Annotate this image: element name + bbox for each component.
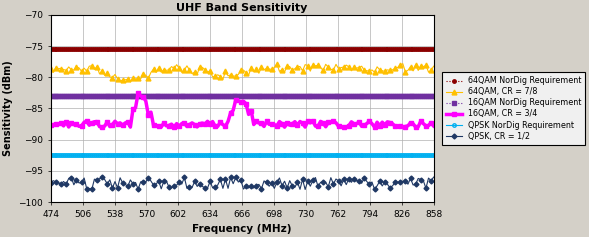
64QAM, CR = 7/8 bbox=[366, 70, 373, 73]
16QAM, CR = 3/4 bbox=[250, 123, 257, 126]
QPSK NorDig Requirement bbox=[47, 154, 54, 157]
QPSK NorDig Requirement bbox=[118, 154, 125, 157]
64QAM NorDig Requirement bbox=[70, 48, 77, 51]
16QAM, CR = 3/4 bbox=[281, 126, 288, 129]
Line: QPSK NorDig Requirement: QPSK NorDig Requirement bbox=[49, 154, 435, 157]
QPSK, CR = 1/2 bbox=[247, 184, 254, 187]
QPSK, CR = 1/2 bbox=[302, 188, 309, 191]
16QAM, CR = 3/4 bbox=[317, 120, 324, 123]
16QAM NorDig Requirement bbox=[47, 95, 54, 97]
16QAM NorDig Requirement bbox=[70, 95, 77, 97]
QPSK NorDig Requirement bbox=[62, 154, 70, 157]
64QAM NorDig Requirement bbox=[62, 48, 70, 51]
16QAM NorDig Requirement bbox=[430, 95, 437, 97]
64QAM, CR = 7/8 bbox=[430, 65, 437, 68]
QPSK, CR = 1/2 bbox=[199, 185, 206, 188]
64QAM, CR = 7/8 bbox=[127, 80, 134, 83]
16QAM NorDig Requirement bbox=[149, 95, 156, 97]
QPSK, CR = 1/2 bbox=[366, 183, 373, 186]
Legend: 64QAM NorDig Requirement, 64QAM, CR = 7/8, 16QAM NorDig Requirement, 16QAM, CR =: 64QAM NorDig Requirement, 64QAM, CR = 7/… bbox=[442, 73, 585, 145]
X-axis label: Frequency (MHz): Frequency (MHz) bbox=[193, 224, 292, 234]
QPSK, CR = 1/2 bbox=[430, 176, 437, 178]
16QAM NorDig Requirement bbox=[62, 95, 70, 97]
64QAM NorDig Requirement bbox=[411, 48, 418, 51]
64QAM NorDig Requirement bbox=[47, 48, 54, 51]
64QAM, CR = 7/8 bbox=[201, 68, 209, 71]
Title: UHF Band Sensitivity: UHF Band Sensitivity bbox=[177, 3, 308, 13]
16QAM, CR = 3/4 bbox=[176, 125, 183, 128]
16QAM, CR = 3/4 bbox=[47, 124, 54, 127]
64QAM, CR = 7/8 bbox=[266, 68, 273, 70]
QPSK NorDig Requirement bbox=[149, 154, 156, 157]
Line: 64QAM NorDig Requirement: 64QAM NorDig Requirement bbox=[49, 47, 435, 51]
Line: 16QAM, CR = 3/4: 16QAM, CR = 3/4 bbox=[49, 91, 435, 129]
QPSK, CR = 1/2 bbox=[263, 181, 270, 184]
Line: QPSK, CR = 1/2: QPSK, CR = 1/2 bbox=[49, 175, 435, 191]
64QAM, CR = 7/8 bbox=[47, 67, 54, 70]
16QAM NorDig Requirement bbox=[411, 95, 418, 97]
64QAM NorDig Requirement bbox=[398, 48, 405, 51]
QPSK, CR = 1/2 bbox=[47, 181, 54, 184]
64QAM NorDig Requirement bbox=[118, 48, 125, 51]
QPSK, CR = 1/2 bbox=[173, 184, 180, 187]
QPSK NorDig Requirement bbox=[398, 154, 405, 157]
16QAM, CR = 3/4 bbox=[369, 122, 376, 125]
Line: 64QAM, CR = 7/8: 64QAM, CR = 7/8 bbox=[48, 61, 436, 84]
16QAM, CR = 3/4 bbox=[430, 125, 437, 128]
Line: 16QAM NorDig Requirement: 16QAM NorDig Requirement bbox=[49, 94, 435, 98]
QPSK NorDig Requirement bbox=[430, 154, 437, 157]
QPSK NorDig Requirement bbox=[70, 154, 77, 157]
QPSK NorDig Requirement bbox=[411, 154, 418, 157]
Y-axis label: Sensitivity (dBm): Sensitivity (dBm) bbox=[3, 61, 13, 156]
64QAM NorDig Requirement bbox=[149, 48, 156, 51]
64QAM, CR = 7/8 bbox=[176, 67, 183, 70]
16QAM, CR = 3/4 bbox=[266, 123, 273, 126]
16QAM, CR = 3/4 bbox=[201, 123, 209, 125]
64QAM, CR = 7/8 bbox=[399, 62, 406, 65]
16QAM, CR = 3/4 bbox=[134, 92, 141, 95]
64QAM, CR = 7/8 bbox=[250, 70, 257, 73]
16QAM NorDig Requirement bbox=[118, 95, 125, 97]
64QAM, CR = 7/8 bbox=[315, 64, 322, 67]
64QAM NorDig Requirement bbox=[430, 48, 437, 51]
16QAM NorDig Requirement bbox=[398, 95, 405, 97]
QPSK, CR = 1/2 bbox=[315, 185, 322, 188]
